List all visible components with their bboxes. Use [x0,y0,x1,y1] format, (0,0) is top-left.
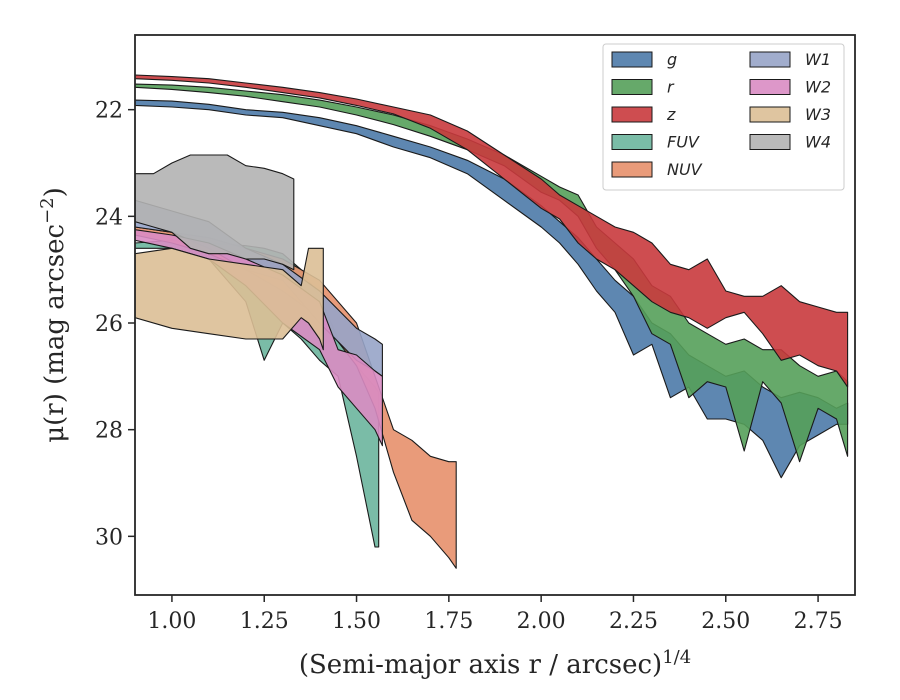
legend-label-fuv: FUV [667,133,700,152]
legend-swatch-r [611,79,653,95]
x-tick-label: 1.25 [240,609,289,634]
legend: grz FUV NUV W1 W2 W3 W4 [602,43,845,191]
x-axis-label-main: (Semi-major axis r / arcsec) [299,650,662,680]
y-axis: 22 24 26 28 30 [95,99,135,550]
legend-label-w3: W3 [805,105,831,124]
band-w4 [135,154,295,271]
x-tick-label: 1.00 [147,609,196,634]
legend-swatch-w4 [749,134,791,150]
legend-label-z: z [666,105,676,124]
y-axis-label-exponent: −2 [37,197,58,224]
legend-swatch-g [611,51,653,68]
y-tick-label: 30 [95,525,123,550]
legend-swatch-w3 [749,106,791,123]
plot-frame [134,34,856,596]
y-axis-label-main: μ(r) (mag arcsec [40,224,70,443]
x-tick-label: 2.50 [701,609,750,634]
y-tick-label: 26 [95,312,123,337]
x-tick-label: 2.25 [609,609,658,634]
x-tick-label: 2.00 [517,609,566,634]
legend-label-nuv: NUV [667,160,703,179]
y-tick-label: 22 [95,99,123,124]
x-tick-label: 1.75 [424,609,473,634]
legend-swatch-nuv [611,161,653,178]
legend-swatch-fuv [611,134,653,150]
legend-swatch-w1 [749,51,791,68]
x-axis-label-exponent: 1/4 [662,647,691,668]
x-axis: 1.00 1.25 1.50 1.75 2.00 2.25 2.50 2.75 [147,595,843,634]
y-axis-label-close: ) [40,187,70,197]
bands-layer [135,74,849,569]
x-tick-label: 2.75 [794,609,843,634]
legend-label-w2: W2 [805,78,831,97]
legend-label-r: r [667,78,675,97]
legend-swatch-w2 [749,79,791,95]
legend-label-w1: W1 [805,50,831,69]
legend-swatch-z [611,106,653,123]
legend-label-g: g [667,50,677,69]
y-tick-label: 28 [95,419,123,444]
x-axis-label: (Semi-major axis r / arcsec)1/4 [299,647,691,680]
legend-items: grz FUV NUV W1 W2 W3 W4 [611,50,831,179]
band-w3 [135,247,324,351]
x-tick-label: 1.50 [332,609,381,634]
band-z [135,74,849,388]
y-tick-label: 24 [95,205,123,230]
y-axis-label: μ(r) (mag arcsec−2) [37,187,70,443]
legend-label-w4: W4 [805,133,831,152]
